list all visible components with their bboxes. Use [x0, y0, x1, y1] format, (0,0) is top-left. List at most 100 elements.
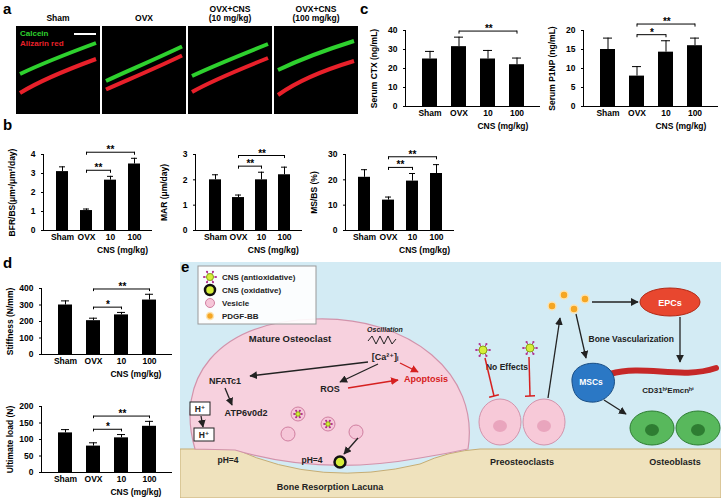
svg-text:30: 30	[388, 44, 398, 54]
svg-text:MS/BS (%): MS/BS (%)	[309, 171, 319, 214]
svg-text:*: *	[106, 421, 110, 432]
svg-text:Ultimate load (N): Ultimate load (N)	[5, 406, 15, 474]
svg-text:10: 10	[328, 200, 338, 210]
svg-text:CNS (mg/kg): CNS (mg/kg)	[97, 245, 148, 255]
svg-text:EPCs: EPCs	[658, 298, 682, 308]
svg-text:400: 400	[19, 283, 33, 293]
svg-text:MSCs: MSCs	[579, 377, 603, 387]
svg-text:CNS (mg/kg): CNS (mg/kg)	[248, 245, 299, 255]
svg-text:10: 10	[483, 108, 493, 118]
svg-text:Sham: Sham	[54, 356, 78, 366]
svg-text:20: 20	[566, 25, 576, 35]
svg-text:10: 10	[117, 474, 127, 484]
svg-text:*: *	[650, 27, 654, 38]
svg-text:0: 0	[183, 225, 188, 235]
svg-text:CNS (mg/kg): CNS (mg/kg)	[477, 121, 528, 131]
svg-text:CNS (mg/kg): CNS (mg/kg)	[399, 245, 450, 255]
svg-text:Sham: Sham	[54, 474, 78, 484]
svg-text:Alizarin red: Alizarin red	[20, 39, 64, 48]
svg-text:10: 10	[388, 82, 398, 92]
svg-text:200: 200	[19, 401, 33, 411]
svg-text:20: 20	[388, 63, 398, 73]
svg-text:No Effects: No Effects	[486, 362, 528, 372]
svg-text:Stiffness (N/mm): Stiffness (N/mm)	[5, 288, 15, 356]
svg-text:Vesicle: Vesicle	[222, 299, 250, 308]
svg-text:NFATc1: NFATc1	[209, 376, 241, 386]
svg-text:ATP6v0d2: ATP6v0d2	[225, 408, 268, 418]
svg-text:10: 10	[117, 356, 127, 366]
svg-text:10: 10	[106, 232, 116, 242]
svg-text:Sham: Sham	[418, 108, 442, 118]
svg-text:0: 0	[29, 349, 34, 359]
svg-text:10: 10	[661, 108, 671, 118]
svg-text:Bone Resorption Lacuna: Bone Resorption Lacuna	[277, 482, 385, 492]
svg-text:CNS (mg/kg): CNS (mg/kg)	[110, 369, 161, 379]
svg-text:**: **	[663, 16, 671, 27]
svg-text:Sham: Sham	[46, 13, 70, 23]
svg-text:3: 3	[183, 149, 188, 159]
svg-text:20: 20	[328, 175, 338, 185]
svg-text:100: 100	[510, 108, 524, 118]
svg-text:pH=4: pH=4	[217, 455, 238, 465]
svg-text:[Ca²⁺]ᵢ: [Ca²⁺]ᵢ	[372, 352, 399, 362]
svg-text:30: 30	[328, 149, 338, 159]
svg-text:Sham: Sham	[51, 232, 75, 242]
svg-text:**: **	[118, 408, 126, 419]
svg-text:**: **	[409, 149, 417, 160]
svg-text:50: 50	[24, 451, 34, 461]
svg-text:Mature Osteoclast: Mature Osteoclast	[249, 333, 332, 344]
svg-text:5: 5	[571, 82, 576, 92]
svg-text:1: 1	[183, 200, 188, 210]
svg-text:1: 1	[31, 206, 36, 216]
svg-text:100: 100	[142, 474, 156, 484]
svg-text:CNS (mg/kg): CNS (mg/kg)	[110, 487, 161, 497]
svg-text:pH=4: pH=4	[301, 455, 322, 465]
svg-text:OVX: OVX	[628, 108, 646, 118]
svg-text:Apoptosis: Apoptosis	[404, 374, 448, 384]
svg-text:**: **	[246, 158, 254, 169]
svg-text:300: 300	[19, 300, 33, 310]
svg-text:**: **	[95, 162, 103, 173]
svg-text:200: 200	[19, 316, 33, 326]
svg-text:PDGF-BB: PDGF-BB	[222, 312, 259, 321]
svg-text:Sham: Sham	[204, 232, 228, 242]
svg-text:100: 100	[19, 434, 33, 444]
svg-text:Serum CTX (ng/mL): Serum CTX (ng/mL)	[369, 29, 379, 109]
svg-text:CNS (oxidative): CNS (oxidative)	[222, 286, 281, 295]
svg-text:CNS (antioxidative): CNS (antioxidative)	[222, 273, 296, 282]
svg-text:0: 0	[393, 101, 398, 111]
svg-text:100: 100	[688, 108, 702, 118]
svg-text:3: 3	[31, 168, 36, 178]
svg-text:**: **	[485, 23, 493, 34]
svg-text:Serum P1NP (ng/mL): Serum P1NP (ng/mL)	[547, 26, 557, 111]
svg-text:**: **	[258, 148, 266, 159]
svg-text:150: 150	[19, 418, 33, 428]
svg-text:10: 10	[408, 232, 418, 242]
svg-text:100: 100	[142, 356, 156, 366]
svg-text:10: 10	[257, 232, 267, 242]
svg-text:OVX: OVX	[135, 13, 153, 23]
svg-text:100: 100	[429, 232, 443, 242]
svg-text:H⁺: H⁺	[195, 404, 206, 414]
svg-text:Bone Vascularization: Bone Vascularization	[589, 334, 675, 344]
svg-text:BFR/BS(μm³/μm²/day): BFR/BS(μm³/μm²/day)	[7, 148, 17, 236]
svg-text:10: 10	[566, 63, 576, 73]
svg-text:Sham: Sham	[596, 108, 620, 118]
svg-text:OVX: OVX	[230, 232, 248, 242]
svg-text:Osteoblasts: Osteoblasts	[649, 457, 701, 467]
svg-text:(100 mg/kg): (100 mg/kg)	[292, 13, 339, 23]
svg-text:40: 40	[388, 25, 398, 35]
svg-text:**: **	[397, 159, 405, 170]
svg-text:0: 0	[31, 225, 36, 235]
svg-text:100: 100	[277, 232, 291, 242]
svg-text:Oscillation: Oscillation	[367, 326, 403, 333]
svg-text:**: **	[118, 281, 126, 292]
svg-text:CNS (mg/kg): CNS (mg/kg)	[655, 121, 706, 131]
svg-text:OVX: OVX	[450, 108, 468, 118]
svg-text:100: 100	[127, 232, 141, 242]
svg-text:CD31ʰⁱEmcnʰⁱ: CD31ʰⁱEmcnʰⁱ	[642, 386, 694, 395]
svg-text:OVX: OVX	[85, 356, 103, 366]
svg-text:OVX: OVX	[85, 474, 103, 484]
svg-text:MAR (μm/day): MAR (μm/day)	[159, 164, 169, 221]
svg-text:15: 15	[566, 44, 576, 54]
